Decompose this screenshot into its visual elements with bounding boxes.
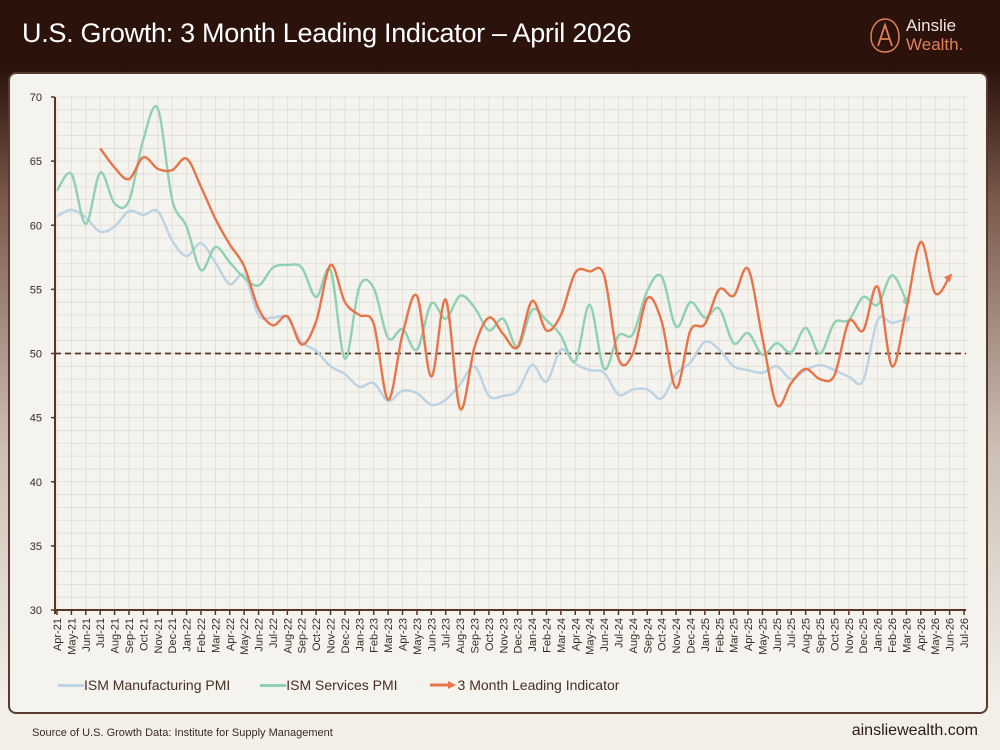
arrow-right-icon (429, 681, 456, 689)
y-tick-label: 65 (30, 156, 42, 168)
x-tick-label: Sep-22 (297, 618, 309, 653)
x-tick-label: Aug-21 (110, 618, 122, 653)
series-arrow-icon (943, 273, 953, 283)
legend-swatch-manufacturing (58, 683, 84, 687)
x-tick-label: Apr-26 (916, 618, 928, 651)
x-tick-label: Oct-21 (138, 618, 150, 651)
x-tick-label: May-23 (412, 618, 424, 655)
legend-label: ISM Manufacturing PMI (84, 677, 231, 693)
x-tick-label: Dec-25 (858, 618, 870, 653)
series-line-0 (56, 208, 907, 407)
x-tick-label: Feb-23 (369, 618, 381, 653)
x-tick-label: Nov-22 (326, 618, 338, 653)
x-tick-label: May-22 (239, 618, 251, 655)
page-title: U.S. Growth: 3 Month Leading Indicator –… (22, 18, 632, 48)
x-tick-label: Mar-25 (729, 618, 741, 653)
x-tick-label: Jul-24 (613, 618, 625, 648)
x-tick-label: Jan-23 (354, 618, 366, 652)
x-tick-label: Feb-26 (887, 618, 899, 653)
chart-panel (8, 72, 988, 714)
legend-item-leading-indicator: 3 Month Leading Indicator (428, 677, 620, 693)
legend-label: ISM Services PMI (286, 677, 398, 693)
x-tick-label: Oct-25 (829, 618, 841, 651)
legend-label: 3 Month Leading Indicator (457, 677, 620, 693)
y-tick-label: 55 (30, 284, 42, 296)
x-tick-label: Jun-23 (426, 618, 438, 652)
x-tick-label: Nov-24 (671, 618, 683, 653)
x-tick-label: Aug-24 (628, 618, 640, 653)
x-tick-label: Sep-25 (815, 618, 827, 653)
logo-line2: Wealth. (906, 35, 964, 54)
x-tick-label: Aug-23 (455, 618, 467, 653)
x-tick-label: Jul-25 (786, 618, 798, 648)
x-tick-label: Apr-24 (570, 618, 582, 651)
x-tick-label: Dec-23 (513, 618, 525, 653)
x-tick-label: Mar-23 (383, 618, 395, 653)
legend-item-manufacturing: ISM Manufacturing PMI (58, 677, 230, 693)
x-tick-label: Apr-22 (225, 618, 237, 651)
x-tick-label: Sep-24 (642, 618, 654, 653)
x-tick-label: Sep-23 (470, 618, 482, 653)
logo-line1: Ainslie (906, 16, 957, 35)
x-tick-label: Dec-22 (340, 618, 352, 653)
x-tick-label: Mar-24 (556, 618, 568, 653)
x-tick-label: Jun-26 (945, 618, 957, 652)
x-tick-label: Apr-23 (398, 618, 410, 651)
x-tick-label: Jul-21 (95, 618, 107, 648)
x-tick-label: Nov-23 (498, 618, 510, 653)
x-tick-label: Jul-22 (268, 618, 280, 648)
y-tick-label: 70 (30, 92, 42, 104)
x-tick-label: Oct-23 (484, 618, 496, 651)
x-tick-label: Aug-25 (801, 618, 813, 653)
x-tick-label: Dec-24 (685, 618, 697, 653)
x-tick-label: Oct-22 (311, 618, 323, 651)
x-tick-label: May-25 (757, 618, 769, 655)
source-note: Source of U.S. Growth Data: Institute fo… (32, 727, 333, 739)
x-tick-label: Mar-26 (901, 618, 913, 653)
x-tick-label: Aug-22 (282, 618, 294, 653)
brand-logo: Ainslie Wealth. (868, 16, 983, 56)
series-line-2 (99, 147, 951, 411)
x-tick-label: Jun-22 (254, 618, 266, 652)
x-tick-label: Jun-21 (81, 618, 93, 652)
x-tick-label: Nov-21 (153, 618, 165, 653)
x-tick-label: Jun-24 (599, 618, 611, 652)
x-tick-label: May-26 (930, 618, 942, 655)
x-tick-label: Jan-26 (873, 618, 885, 652)
y-tick-label: 60 (30, 220, 42, 232)
x-tick-label: Sep-21 (124, 618, 136, 653)
x-tick-label: Mar-22 (210, 618, 222, 653)
chart-legend: ISM Manufacturing PMI ISM Services PMI 3… (58, 677, 619, 693)
website-link[interactable]: ainsliewealth.com (851, 722, 978, 739)
x-tick-label: Nov-25 (844, 618, 856, 653)
x-tick-label: May-21 (66, 618, 78, 655)
y-tick-label: 30 (30, 605, 42, 617)
x-tick-label: Apr-21 (52, 618, 64, 651)
x-tick-label: Jan-24 (527, 618, 539, 652)
x-tick-label: Feb-22 (196, 618, 208, 653)
x-tick-label: Dec-21 (167, 618, 179, 653)
x-tick-label: Oct-24 (657, 618, 669, 651)
x-tick-label: Apr-25 (743, 618, 755, 651)
x-tick-label: Jan-22 (182, 618, 194, 652)
logo-a-icon (870, 18, 900, 53)
y-tick-label: 45 (30, 413, 42, 425)
legend-item-services: ISM Services PMI (260, 677, 398, 693)
x-tick-label: Jul-23 (441, 618, 453, 648)
x-tick-label: Jul-26 (959, 618, 971, 648)
x-tick-label: Jun-25 (772, 618, 784, 652)
legend-swatch-services (260, 683, 287, 687)
x-tick-label: Jan-25 (700, 618, 712, 652)
x-tick-label: Feb-25 (714, 618, 726, 653)
x-tick-label: Feb-24 (541, 618, 553, 653)
y-tick-label: 40 (30, 477, 42, 489)
y-tick-label: 35 (30, 541, 42, 553)
y-tick-label: 50 (30, 349, 42, 361)
x-tick-label: May-24 (585, 618, 597, 655)
